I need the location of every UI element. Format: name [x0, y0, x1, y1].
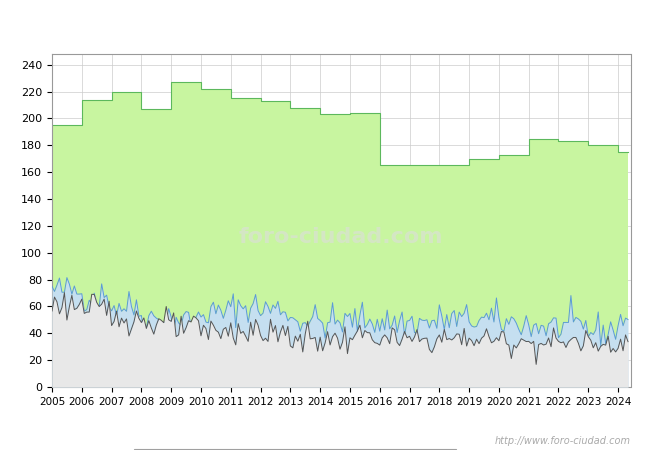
Text: foro-ciudad.com: foro-ciudad.com: [239, 227, 443, 247]
Text: Tormos - Evolucion de la poblacion en edad de Trabajar Mayo de 2024: Tormos - Evolucion de la poblacion en ed…: [68, 16, 582, 31]
Text: http://www.foro-ciudad.com: http://www.foro-ciudad.com: [495, 436, 630, 446]
